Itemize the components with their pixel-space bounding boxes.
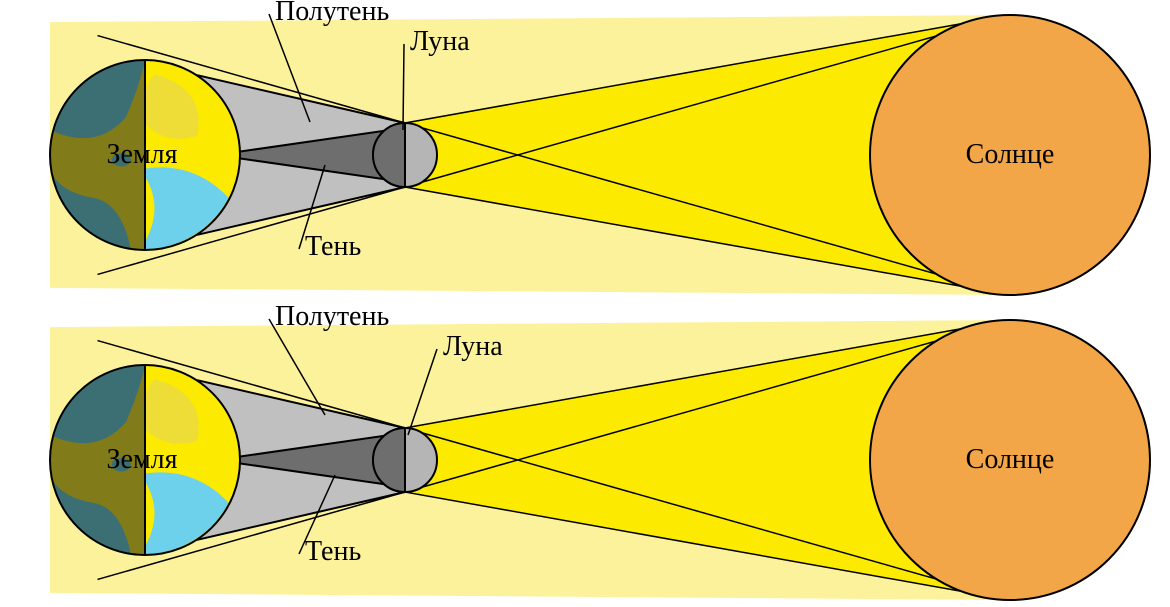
eclipse-diagram-canvas: Полутень Луна Тень Солнце Земля Полутень Луна Т… [0,0,1170,607]
label-earth: Земля [106,444,177,475]
label-moon: Луна [443,331,503,362]
label-moon: Луна [410,26,470,57]
label-earth: Земля [106,139,177,170]
label-sun: Солнце [966,139,1055,170]
label-umbra: Тень [305,536,361,567]
label-umbra: Тень [305,231,361,262]
label-penumbra: Полутень [275,301,389,332]
label-sun: Солнце [966,444,1055,475]
label-penumbra: Полутень [275,0,389,27]
